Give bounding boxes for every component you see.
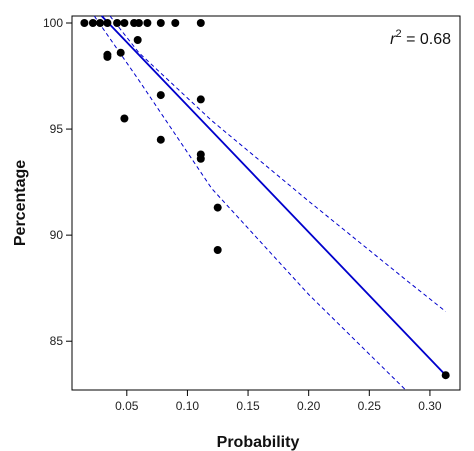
data-point bbox=[133, 36, 142, 44]
data-point bbox=[196, 95, 205, 104]
fit-line bbox=[101, 15, 447, 376]
data-point bbox=[196, 19, 205, 27]
x-axis: 0.05 0.10 0.15 0.20 0.25 0.30 bbox=[115, 390, 442, 413]
ci-upper-line bbox=[109, 15, 447, 312]
data-point bbox=[196, 154, 205, 163]
ci-lower-line bbox=[93, 15, 407, 391]
x-axis-title: Probability bbox=[217, 434, 300, 451]
confidence-band bbox=[93, 15, 447, 391]
y-tick-label: 85 bbox=[50, 334, 64, 348]
data-point bbox=[441, 371, 450, 380]
y-tick-label: 100 bbox=[43, 16, 63, 30]
x-tick-label: 0.20 bbox=[297, 399, 321, 413]
data-points bbox=[80, 19, 450, 380]
y-tick-label: 95 bbox=[50, 122, 64, 136]
data-point bbox=[156, 19, 165, 27]
data-point bbox=[213, 246, 222, 254]
x-tick-label: 0.30 bbox=[418, 399, 442, 413]
data-point bbox=[120, 114, 129, 123]
data-point bbox=[213, 203, 222, 212]
data-point bbox=[96, 19, 105, 27]
plot-frame bbox=[71, 15, 461, 391]
data-point bbox=[143, 19, 152, 27]
data-point bbox=[80, 19, 89, 27]
data-point bbox=[134, 19, 143, 27]
data-point bbox=[156, 91, 165, 100]
y-axis: 85 90 95 100 bbox=[43, 16, 72, 348]
data-point bbox=[156, 135, 165, 144]
data-point bbox=[88, 19, 97, 27]
data-point bbox=[103, 52, 112, 61]
r-exponent: 2 bbox=[396, 28, 402, 40]
y-tick-label: 90 bbox=[50, 228, 64, 242]
data-point bbox=[113, 19, 122, 27]
data-point bbox=[103, 19, 112, 27]
regression-line bbox=[101, 15, 447, 376]
data-point bbox=[120, 19, 129, 27]
x-tick-label: 0.15 bbox=[236, 399, 260, 413]
data-point bbox=[171, 19, 180, 27]
y-axis-title: Percentage bbox=[12, 160, 29, 246]
r-symbol: r bbox=[390, 31, 396, 48]
data-point bbox=[116, 48, 125, 57]
r-squared-annotation: r2 = 0.68 bbox=[390, 28, 451, 48]
r-value: = 0.68 bbox=[402, 31, 451, 48]
x-tick-label: 0.05 bbox=[115, 399, 139, 413]
x-tick-label: 0.25 bbox=[358, 399, 382, 413]
x-tick-label: 0.10 bbox=[176, 399, 200, 413]
